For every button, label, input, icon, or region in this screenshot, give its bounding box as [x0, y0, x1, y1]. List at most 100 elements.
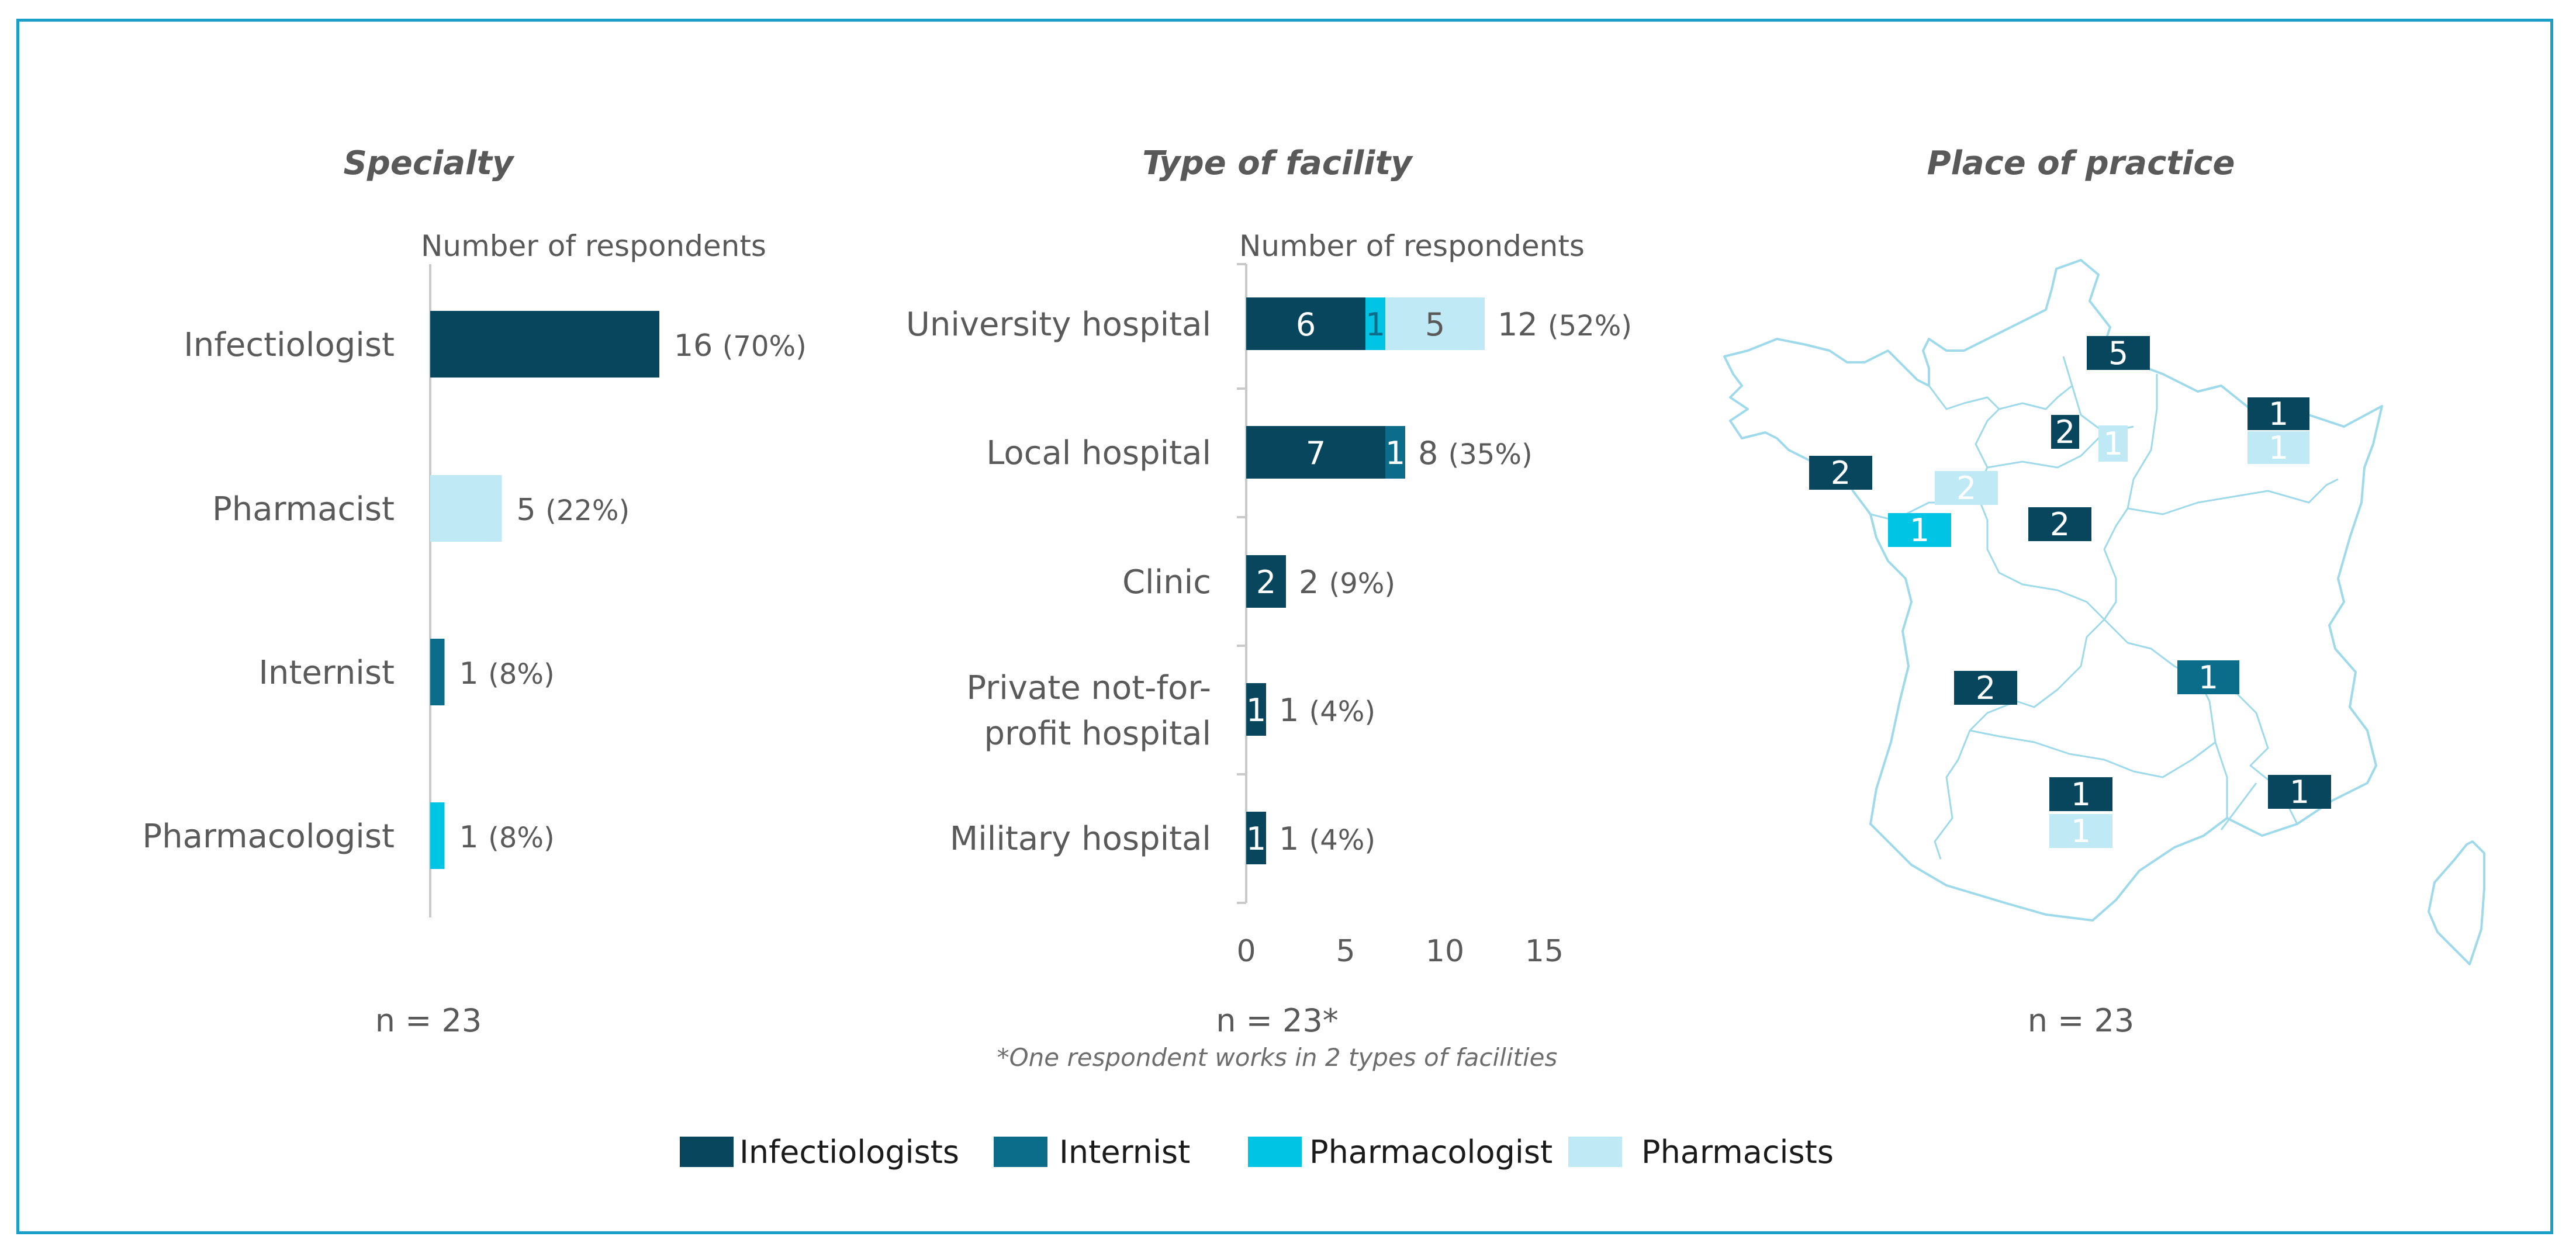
map-marker-label: 1	[2198, 659, 2218, 696]
facility-n-note: n = 23*	[1216, 1002, 1339, 1039]
legend-swatch	[1568, 1137, 1622, 1167]
facility-bar-segment	[1385, 426, 1405, 479]
legend-swatch	[680, 1137, 734, 1167]
map-n-text: n = 23	[2028, 1002, 2135, 1039]
facility-segment-label: 6	[1296, 306, 1316, 343]
facility-total-label: 1 (4%)	[1279, 820, 1375, 857]
region-border	[1987, 431, 2105, 469]
legend: Infectiologists Internist Pharmacologist Ph…	[680, 1134, 1834, 1171]
facility-title: Type of facility	[1142, 144, 1413, 182]
specialty-value-percent: (22%)	[545, 494, 630, 527]
region-border	[1963, 385, 2073, 410]
facility-xlabel: Number of respondents	[1239, 229, 1585, 263]
specialty-value-count: 1	[459, 820, 489, 855]
facility-total-count: 8	[1418, 435, 1448, 472]
specialty-panel: Specialty Number of respondents Infectio…	[142, 144, 806, 1039]
facility-bar-segment	[1246, 812, 1266, 864]
facility-footnote: *One respondent works in 2 types of faci…	[997, 1043, 1558, 1072]
specialty-bar	[430, 802, 445, 869]
facility-bars: University hospital 6 1 5 12 (52%)Local hosp…	[906, 297, 1632, 864]
facility-segment-label: 1	[1246, 692, 1266, 729]
legend-label: Infectiologists	[739, 1134, 959, 1171]
facility-x-tick-label: 15	[1525, 934, 1564, 969]
facility-category-label: University hospital	[906, 306, 1211, 344]
facility-x-tick-label: 0	[1236, 934, 1256, 969]
map-marker-label: 5	[2108, 335, 2128, 372]
facility-category-label: Military hospital	[950, 820, 1211, 858]
facility-total-percent: (4%)	[1309, 824, 1376, 857]
region-border	[1975, 490, 2105, 621]
france-map-outline	[1723, 259, 2485, 965]
specialty-value-count: 5	[517, 493, 546, 528]
specialty-xlabel: Number of respondents	[421, 229, 766, 263]
facility-bar-segment	[1365, 297, 1385, 350]
map-marker-label: 2	[2050, 506, 2070, 543]
facility-total-count: 1	[1279, 692, 1309, 729]
france-border	[1723, 259, 2383, 922]
map-marker-label: 1	[2071, 776, 2091, 813]
map-marker-label: 1	[2103, 425, 2123, 462]
specialty-value-count: 16	[674, 328, 722, 363]
facility-total-percent: (9%)	[1329, 567, 1396, 600]
map-marker-label: 2	[2055, 414, 2075, 451]
facility-category-label: Private not-for-	[966, 669, 1211, 707]
specialty-bars: Infectiologist 16 (70%) Pharmacist 5 (22%) I…	[142, 311, 807, 869]
facility-bar-segment	[1246, 683, 1266, 736]
specialty-value-percent: (8%)	[488, 658, 555, 691]
facility-segment-label: 2	[1256, 564, 1276, 601]
specialty-title: Specialty	[343, 144, 515, 182]
facility-total-label: 2 (9%)	[1299, 564, 1395, 601]
specialty-value-label: 16 (70%)	[674, 328, 807, 363]
legend-label: Pharmacologist	[1309, 1134, 1552, 1171]
facility-total-label: 8 (35%)	[1418, 435, 1533, 472]
corsica-outline	[2428, 840, 2485, 965]
facility-total-count: 1	[1279, 820, 1309, 857]
facility-segment-label: 7	[1306, 435, 1326, 472]
map-marker-box	[2098, 425, 2128, 462]
map-marker-box	[1888, 513, 1951, 547]
legend-label: Pharmacists	[1641, 1134, 1834, 1171]
map-marker-label: 1	[2269, 396, 2288, 432]
specialty-value-label: 1 (8%)	[459, 820, 555, 855]
facility-bar-segment	[1246, 426, 1385, 479]
facility-segment-label: 1	[1246, 820, 1266, 857]
map-marker-box	[2087, 336, 2150, 370]
map-n-note: n = 23	[2028, 1002, 2135, 1039]
map-marker-box	[2177, 660, 2239, 694]
map-marker-label: 2	[1956, 470, 1976, 507]
region-borders	[1870, 356, 2339, 860]
map-marker-box	[2028, 507, 2091, 541]
specialty-n-note: n = 23	[375, 1002, 482, 1039]
facility-x-tick-label: 10	[1426, 934, 1464, 969]
map-marker-box	[2049, 777, 2112, 811]
map-title: Place of practice	[1927, 144, 2235, 182]
specialty-category-label: Pharmacist	[212, 490, 395, 528]
legend-swatch	[1248, 1137, 1302, 1167]
facility-segment-label: 1	[1385, 435, 1405, 472]
specialty-n-text: n = 23	[375, 1002, 482, 1039]
map-marker-label: 1	[2290, 774, 2309, 811]
facility-x-tick-label: 5	[1336, 934, 1355, 969]
map-marker-box	[1809, 456, 1872, 490]
facility-bar-segment	[1246, 555, 1286, 608]
specialty-value-percent: (70%)	[722, 330, 807, 363]
specialty-bar	[430, 475, 502, 542]
specialty-bar	[430, 311, 659, 378]
facility-total-count: 2	[1299, 564, 1329, 601]
facility-category-label: profit hospital	[984, 715, 1212, 753]
facility-total-percent: (35%)	[1448, 438, 1533, 471]
region-border	[2127, 478, 2339, 515]
facility-category-ticks	[1237, 263, 1246, 904]
facility-total-percent: (4%)	[1309, 695, 1376, 728]
facility-segment-label: 5	[1425, 306, 1445, 343]
map-marker-label: 2	[1831, 455, 1851, 491]
specialty-category-label: Internist	[258, 654, 395, 692]
facility-total-percent: (52%)	[1548, 310, 1632, 342]
map-marker-box	[2247, 397, 2309, 430]
region-border	[1934, 618, 2105, 860]
facility-total-label: 12 (52%)	[1498, 306, 1632, 343]
facility-category-label: Local hospital	[986, 434, 1211, 472]
facility-bar-segment	[1246, 297, 1365, 350]
